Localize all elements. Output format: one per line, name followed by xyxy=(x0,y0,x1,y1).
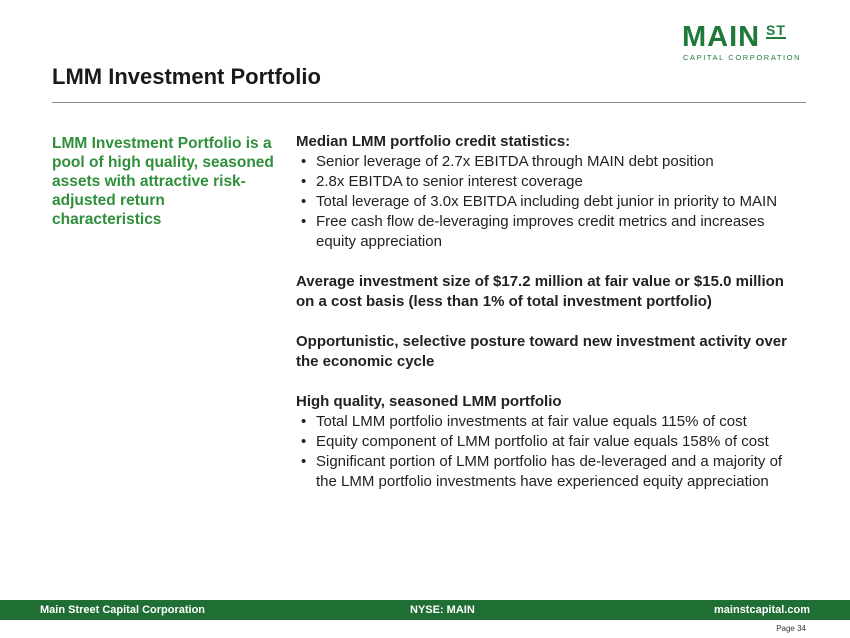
section-posture: Opportunistic, selective posture toward … xyxy=(296,332,806,372)
bullet-list: Total LMM portfolio investments at fair … xyxy=(296,412,806,492)
list-item: Free cash flow de-leveraging improves cr… xyxy=(296,212,806,252)
page-title: LMM Investment Portfolio xyxy=(52,64,321,89)
section-heading: Average investment size of $17.2 million… xyxy=(296,273,784,310)
list-item: 2.8x EBITDA to senior interest coverage xyxy=(296,172,806,192)
footer-company: Main Street Capital Corporation xyxy=(40,604,206,616)
logo-main-text: MAIN xyxy=(682,21,761,53)
footer-ticker: NYSE: MAIN xyxy=(410,604,475,616)
spacer xyxy=(296,312,806,332)
footer-bar: Main Street Capital Corporation NYSE: MA… xyxy=(0,600,850,620)
spacer xyxy=(296,252,806,272)
section-heading: Opportunistic, selective posture toward … xyxy=(296,333,787,370)
list-item: Total LMM portfolio investments at fair … xyxy=(296,412,806,432)
main-content: Median LMM portfolio credit statistics: … xyxy=(296,132,806,492)
list-item: Total leverage of 3.0x EBITDA including … xyxy=(296,192,806,212)
spacer xyxy=(296,372,806,392)
logo-st-text: ST xyxy=(766,22,786,39)
page-number: Page 34 xyxy=(776,624,806,633)
section-heading: High quality, seasoned LMM portfolio xyxy=(296,393,562,410)
section-average-investment: Average investment size of $17.2 million… xyxy=(296,272,806,312)
logo-subtitle: CAPITAL CORPORATION xyxy=(683,53,802,62)
title-divider xyxy=(52,102,806,103)
bullet-list: Senior leverage of 2.7x EBITDA through M… xyxy=(296,152,806,252)
list-item: Senior leverage of 2.7x EBITDA through M… xyxy=(296,152,806,172)
list-item: Significant portion of LMM portfolio has… xyxy=(296,452,806,492)
section-heading: Median LMM portfolio credit statistics: xyxy=(296,133,571,150)
sidebar-summary: LMM Investment Portfolio is a pool of hi… xyxy=(52,135,274,228)
company-logo: MAIN ST CAPITAL CORPORATION xyxy=(682,22,800,62)
list-item: Equity component of LMM portfolio at fai… xyxy=(296,432,806,452)
section-portfolio-quality: High quality, seasoned LMM portfolio Tot… xyxy=(296,392,806,492)
footer-website: mainstcapital.com xyxy=(714,604,810,616)
section-credit-statistics: Median LMM portfolio credit statistics: … xyxy=(296,132,806,252)
